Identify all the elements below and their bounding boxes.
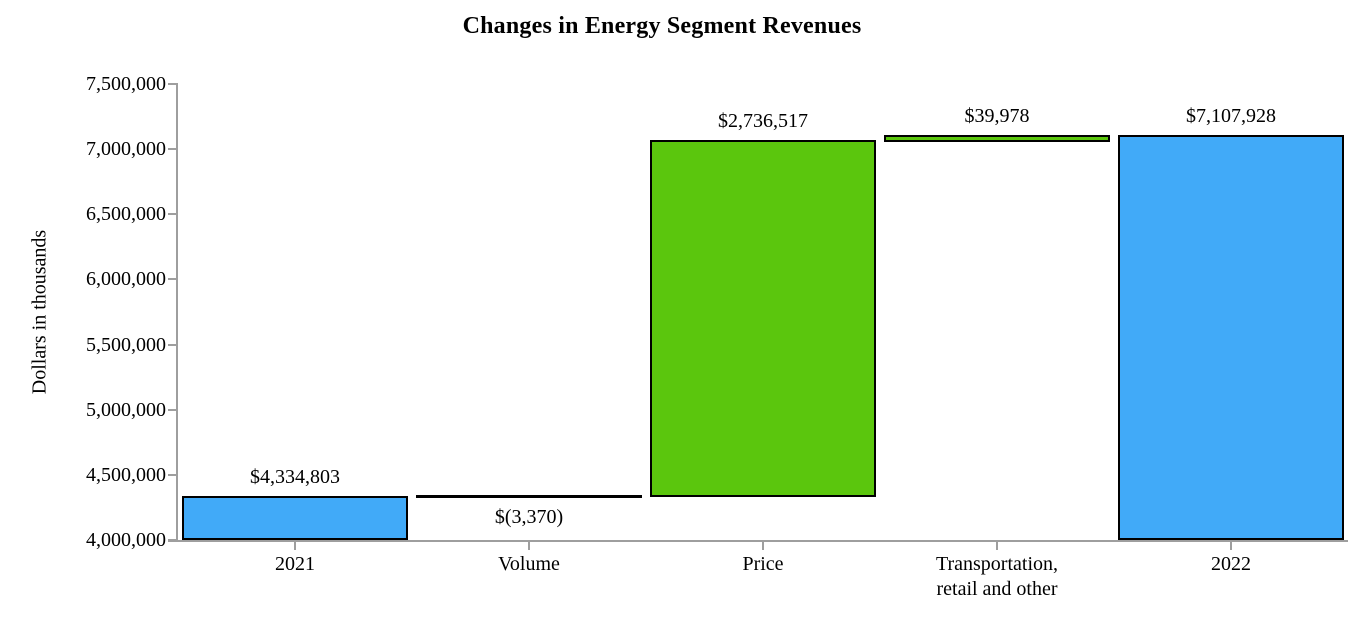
x-tick-mark-price xyxy=(762,540,764,550)
bar-value-label-volume: $(3,370) xyxy=(494,506,564,528)
x-tick-label-2022: 2022 xyxy=(1211,553,1251,575)
y-tick-label: 4,000,000 xyxy=(86,529,166,551)
y-tick-mark xyxy=(168,213,178,215)
y-tick-label: 7,000,000 xyxy=(86,138,166,160)
x-axis-line xyxy=(168,540,1348,542)
x-tick-mark-2021 xyxy=(294,540,296,550)
bar-value-label-2022: $7,107,928 xyxy=(1186,105,1276,127)
y-tick-mark xyxy=(168,409,178,411)
x-tick-label-volume: Volume xyxy=(498,553,560,575)
bar-2021 xyxy=(182,496,408,540)
y-tick-mark xyxy=(168,278,178,280)
bar-value-label-transportation-retail-and-other: $39,978 xyxy=(964,105,1030,127)
y-tick-label: 5,000,000 xyxy=(86,399,166,421)
bar-value-label-price: $2,736,517 xyxy=(718,110,808,132)
chart-title: Changes in Energy Segment Revenues xyxy=(462,13,862,39)
bar-2022 xyxy=(1118,135,1344,540)
y-tick-mark xyxy=(168,474,178,476)
y-tick-mark xyxy=(168,148,178,150)
bar-volume xyxy=(416,495,642,498)
y-axis-title: Dollars in thousands xyxy=(28,229,51,395)
x-tick-label-2021: 2021 xyxy=(275,553,315,575)
y-tick-label: 6,000,000 xyxy=(86,268,166,290)
x-tick-label-price: Price xyxy=(742,553,784,575)
bar-transportation-retail-and-other xyxy=(884,135,1110,142)
x-tick-mark-volume xyxy=(528,540,530,550)
x-tick-mark-transportation-retail-and-other xyxy=(996,540,998,550)
bar-value-label-2021: $4,334,803 xyxy=(250,466,340,488)
bar-price xyxy=(650,140,876,497)
y-tick-mark xyxy=(168,344,178,346)
x-tick-mark-2022 xyxy=(1230,540,1232,550)
y-tick-label: 6,500,000 xyxy=(86,203,166,225)
y-tick-mark xyxy=(168,83,178,85)
y-axis-line xyxy=(176,84,178,542)
y-tick-label: 7,500,000 xyxy=(86,73,166,95)
x-tick-label-transportation-retail-and-other: Transportation, retail and other xyxy=(935,553,1059,600)
y-tick-label: 5,500,000 xyxy=(86,334,166,356)
y-tick-mark xyxy=(168,539,178,541)
y-tick-label: 4,500,000 xyxy=(86,464,166,486)
